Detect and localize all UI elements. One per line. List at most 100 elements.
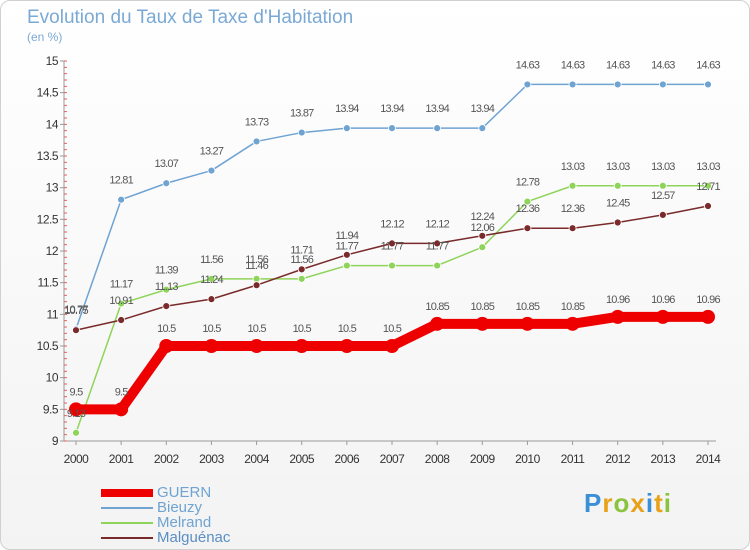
data-label: 13.03 [696,161,720,173]
data-label: 10.85 [561,301,585,313]
data-label: 10.91 [109,295,133,307]
data-label: 11.71 [290,244,313,256]
data-label: 13.94 [425,103,449,115]
data-label: 14.63 [516,59,540,71]
data-point [568,181,577,190]
data-point [704,80,712,89]
legend-label: Malguénac [157,529,231,546]
x-tick-label: 2001 [109,452,135,466]
data-label: 12.71 [696,181,720,193]
y-tick-label: 11.5 [38,276,59,290]
x-tick-label: 2012 [605,452,631,466]
y-tick-label: 9 [52,434,59,448]
data-point [613,80,622,89]
data-label: 10.96 [696,294,720,306]
data-point [69,402,83,417]
logo-letter: i [645,488,655,518]
data-label: 13.94 [335,103,359,115]
data-point [252,281,261,290]
legend-item-guern: GUERN [101,484,230,501]
x-tick-label: 2006 [335,452,361,466]
data-label: 10.5 [383,323,402,335]
data-point [339,339,354,353]
legend-label: Melrand [157,514,212,531]
data-label: 11.24 [200,274,223,286]
x-tick-label: 2011 [561,452,586,466]
data-point [207,166,216,175]
data-label: 11.17 [110,279,133,291]
data-label: 10.5 [202,323,221,335]
data-label: 11.39 [155,265,178,277]
data-point [162,179,171,188]
series-lines [69,80,715,437]
data-label: 12.78 [516,177,540,189]
data-point [388,124,396,133]
data-label: 10.5 [293,323,312,335]
data-label: 13.94 [471,103,495,115]
data-label: 13.94 [380,103,404,115]
data-point [72,428,80,437]
data-point [704,202,712,210]
axes: 9 9.5 10 10.5 11 11.5 12 12.5 13 13.5 14 14.5 15 2000… [37,54,722,466]
legend-swatch [101,506,153,509]
y-tick-label: 12 [46,244,59,258]
data-label: 10.85 [471,301,495,313]
data-label: 11.56 [290,254,313,266]
x-tick-label: 2000 [64,452,90,466]
legend-swatch [101,536,153,539]
data-label: 10.85 [516,301,540,313]
data-point [475,316,490,331]
data-point [613,181,622,190]
data-label: 13.07 [155,158,179,170]
data-point [388,261,396,270]
y-tick-label: 12.5 [37,212,59,226]
data-label: 13.73 [245,116,269,128]
x-tick-label: 2004 [244,452,270,466]
data-point [388,239,396,248]
data-point [249,339,264,353]
data-label: 12.81 [109,175,133,187]
x-tick-label: 2008 [425,452,451,466]
data-label: 10.5 [338,323,357,335]
data-point [342,261,351,270]
data-label: 12.06 [471,222,495,234]
data-label: 10.96 [606,294,630,306]
legend-item-malguénac: Malguénac [101,529,231,546]
x-tick-label: 2014 [696,452,722,466]
data-point [342,250,351,259]
logo-letter: i [663,488,672,518]
data-point [704,181,712,190]
data-point [478,124,487,133]
data-point [207,295,216,304]
data-point [478,231,487,240]
y-tick-label: 13.5 [37,149,59,163]
data-label: 10.5 [157,323,176,335]
data-label: 12.57 [651,190,675,202]
data-point [72,326,80,335]
data-point [342,124,351,133]
data-point [478,243,487,252]
data-label: 9.5 [70,386,84,398]
x-tick-label: 2010 [515,452,541,466]
data-label: 10.5 [247,323,266,335]
data-label: 13.87 [290,108,314,120]
data-label: 13.27 [200,146,224,158]
chart-title: Evolution du Taux de Taxe d'Habitation [27,7,354,28]
data-label: 12.45 [606,198,630,210]
data-label: 14.63 [696,59,720,71]
data-point [204,339,219,353]
data-point [433,261,442,270]
legend-swatch [101,488,153,497]
data-label: 11.94 [335,230,358,242]
legend: GUERN Bieuzy Melrand Malguénac [101,484,231,546]
data-point [159,339,174,353]
data-label: 10.85 [425,301,449,313]
chart-unit-label: (en %) [27,30,63,44]
x-tick-label: 2005 [289,452,315,466]
data-label: 11.56 [245,254,268,266]
logo-letter: r [602,488,614,518]
legend-item-melrand: Melrand [101,514,230,531]
data-point [655,309,670,324]
y-tick-label: 13 [46,181,59,195]
